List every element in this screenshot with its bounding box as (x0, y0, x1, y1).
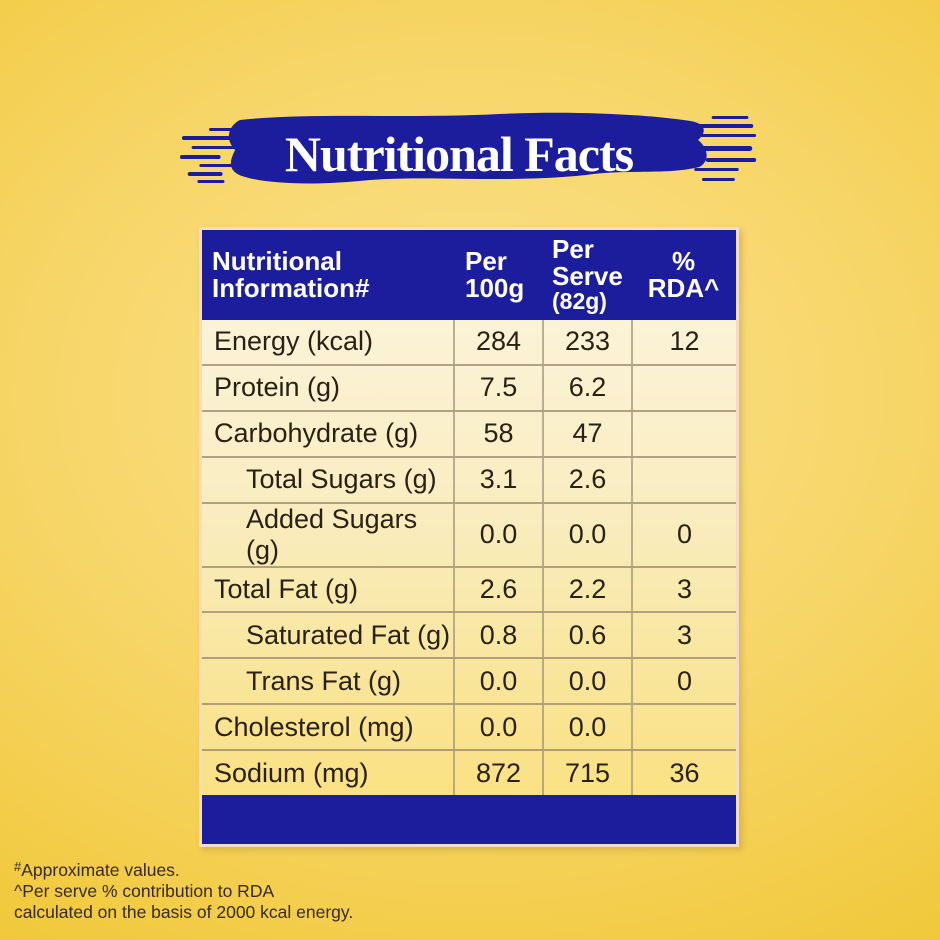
value-per-100g: 3.1 (453, 457, 542, 502)
value-rda-pct: 12 (631, 320, 736, 364)
table-row-protein: Protein (g) 7.5 6.2 (202, 365, 736, 412)
value-per-100g: 872 (453, 751, 542, 796)
value-rda-pct: 3 (631, 613, 736, 658)
header-line: (82g) (552, 288, 607, 315)
value-per-serve: 715 (542, 751, 631, 796)
row-label: Cholesterol (mg) (214, 711, 414, 742)
table-row-energy: Energy (kcal) 284 233 12 (202, 320, 736, 366)
row-label: Energy (kcal) (214, 326, 374, 357)
value-per-serve: 47 (542, 411, 631, 456)
header-nutritional-information: Nutritional Information# (202, 230, 453, 320)
banner-title: Nutritional Facts (284, 126, 634, 182)
footnotes: #Approximate values. ^Per serve % contri… (14, 856, 353, 923)
header-rda-percent: % RDA^ (631, 230, 736, 320)
header-line: % (671, 245, 696, 276)
row-label: Sodium (mg) (214, 757, 369, 788)
value-per-100g: 7.5 (453, 365, 542, 410)
footnote-text: Approximate values. (21, 860, 180, 880)
header-line: Per (465, 245, 507, 276)
title-banner: Nutritional Facts (180, 106, 760, 206)
value-per-serve: 0.0 (542, 705, 631, 750)
footnote-rda-contribution-line2: calculated on the basis of 2000 kcal ene… (14, 902, 354, 922)
value-per-serve: 0.0 (542, 659, 631, 704)
footnote-rda-contribution-line1: ^Per serve % contribution to RDA (14, 881, 275, 901)
table-row-trans-fat: Trans Fat (g) 0.0 0.0 0 (202, 659, 736, 706)
value-per-serve: 6.2 (542, 365, 631, 410)
header-line: Per (552, 234, 594, 265)
row-label: Trans Fat (g) (246, 665, 402, 696)
table-row-total-fat: Total Fat (g) 2.6 2.2 3 (202, 567, 736, 614)
value-rda-pct (631, 457, 736, 502)
value-rda-pct (631, 411, 736, 456)
row-label: Saturated Fat (g) (246, 619, 451, 650)
value-per-100g: 0.0 (453, 659, 542, 704)
table-header-row: Nutritional Information# Per 100g Per Se… (202, 230, 736, 320)
value-rda-pct: 0 (631, 659, 736, 704)
value-rda-pct: 3 (631, 567, 736, 612)
header-line: RDA^ (647, 273, 720, 303)
value-per-100g: 0.0 (453, 705, 542, 750)
value-rda-pct: 36 (631, 751, 736, 796)
value-rda-pct (631, 705, 736, 750)
value-rda-pct: 0 (631, 503, 736, 566)
value-per-serve: 233 (542, 320, 631, 364)
table-row-total-sugars: Total Sugars (g) 3.1 2.6 (202, 457, 736, 504)
table-footer-bar (202, 795, 736, 844)
row-label: Added Sugars (g) (246, 503, 418, 565)
header-line: 100g (465, 273, 525, 303)
row-label: Total Fat (g) (214, 574, 359, 604)
value-per-serve: 0.6 (542, 613, 631, 658)
footnote-marker-hash: # (14, 859, 22, 874)
table-row-sodium: Sodium (mg) 872 715 36 (202, 751, 736, 796)
value-per-100g: 0.0 (453, 503, 542, 566)
value-rda-pct (631, 365, 736, 410)
table-row-added-sugars: Added Sugars (g) 0.0 0.0 0 (202, 503, 736, 568)
value-per-100g: 58 (453, 411, 542, 456)
brush-stroke-graphic (180, 112, 757, 184)
header-per-serve: Per Serve (82g) (542, 230, 631, 320)
value-per-100g: 2.6 (453, 567, 542, 612)
table-row-carbohydrate: Carbohydrate (g) 58 47 (202, 411, 736, 458)
value-per-serve: 0.0 (542, 503, 631, 566)
header-line: Nutritional (212, 245, 342, 276)
row-label: Carbohydrate (g) (214, 418, 419, 449)
row-label: Total Sugars (g) (246, 464, 437, 495)
nutrition-table: Nutritional Information# Per 100g Per Se… (199, 227, 739, 847)
row-label: Protein (g) (214, 372, 341, 403)
value-per-100g: 0.8 (453, 613, 542, 658)
header-line: Information# (212, 273, 370, 303)
value-per-serve: 2.6 (542, 457, 631, 502)
table-row-cholesterol: Cholesterol (mg) 0.0 0.0 (202, 705, 736, 752)
value-per-serve: 2.2 (542, 567, 631, 612)
header-per-100g: Per 100g (453, 230, 542, 320)
header-line: Serve (552, 261, 623, 292)
table-body: Energy (kcal) 284 233 12 Protein (g) 7.5… (202, 320, 736, 796)
value-per-100g: 284 (453, 320, 542, 364)
table-row-saturated-fat: Saturated Fat (g) 0.8 0.6 3 (202, 613, 736, 660)
footnote-approximate-values: #Approximate values. (14, 856, 353, 881)
